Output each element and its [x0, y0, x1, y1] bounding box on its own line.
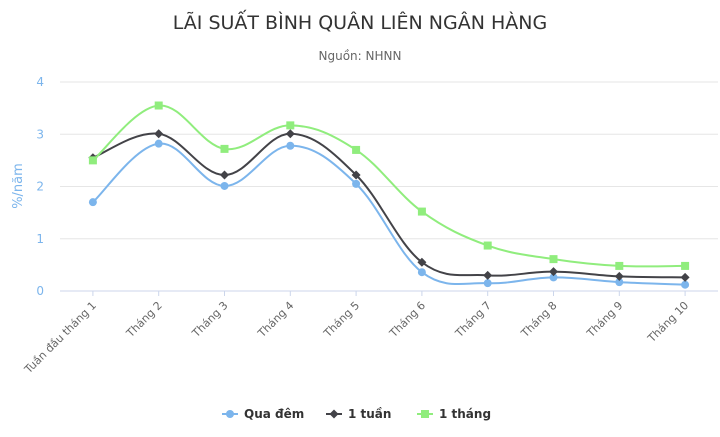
x-tick-label: Tháng 8 — [518, 299, 560, 341]
y-axis-label: %/năm — [11, 163, 26, 209]
data-point[interactable] — [680, 272, 690, 282]
data-point[interactable] — [483, 279, 492, 288]
data-point[interactable] — [286, 121, 295, 130]
y-axis-ticks: 0 1 2 3 4 — [36, 75, 44, 298]
data-point[interactable] — [483, 270, 493, 280]
data-point[interactable] — [286, 141, 295, 150]
data-point[interactable] — [154, 139, 163, 148]
data-point[interactable] — [549, 267, 558, 277]
legend-item[interactable]: Qua đêm — [222, 407, 304, 421]
data-point[interactable] — [154, 129, 164, 139]
y-tick-label: 0 — [36, 284, 44, 298]
data-point[interactable] — [154, 101, 163, 110]
data-point[interactable] — [417, 257, 427, 267]
data-point[interactable] — [220, 181, 229, 190]
x-tick-label: Tháng 9 — [584, 299, 626, 341]
data-point[interactable] — [352, 179, 361, 188]
y-tick-label: 2 — [36, 180, 44, 194]
x-axis-ticks: Tuần đầu tháng 1 Tháng 2 Tháng 3 Tháng 4 Thá… — [21, 291, 691, 377]
x-tick-label: Tháng 3 — [189, 299, 231, 341]
x-tick-label: Tuần đầu tháng 1 — [21, 299, 99, 377]
legend-marker[interactable] — [226, 410, 234, 418]
series-layer — [88, 101, 690, 289]
data-point[interactable] — [681, 261, 690, 270]
data-point[interactable] — [615, 278, 624, 287]
x-tick-label: Tháng 10 — [645, 299, 692, 346]
legend-label: Qua đêm — [244, 407, 304, 421]
chart-title: LÃI SUẤT BÌNH QUÂN LIÊN NGÂN HÀNG — [173, 9, 547, 34]
legend-item[interactable]: 1 tuần — [326, 407, 391, 421]
data-point[interactable] — [549, 255, 558, 264]
data-point[interactable] — [483, 241, 492, 250]
series-1 — [88, 139, 690, 289]
chart-subtitle: Nguồn: NHNN — [319, 49, 402, 63]
legend-marker[interactable] — [329, 409, 339, 419]
data-point[interactable] — [285, 129, 295, 139]
data-point[interactable] — [614, 271, 624, 281]
x-tick-label: Tháng 7 — [452, 299, 494, 341]
series-line[interactable] — [92, 104, 686, 268]
y-tick-label: 4 — [36, 75, 44, 89]
data-point[interactable] — [351, 170, 361, 180]
series-line[interactable] — [92, 142, 686, 286]
data-point[interactable] — [417, 268, 426, 277]
data-point[interactable] — [549, 273, 558, 282]
data-point[interactable] — [352, 145, 361, 154]
grid-layer — [60, 81, 718, 292]
legend-label: 1 tuần — [348, 407, 391, 421]
legend-label: 1 tháng — [439, 407, 491, 421]
y-tick-label: 1 — [36, 232, 44, 246]
x-tick-label: Tháng 6 — [386, 299, 428, 341]
x-tick-label: Tháng 5 — [321, 299, 363, 341]
data-point[interactable] — [615, 261, 624, 270]
legend-item[interactable]: 1 tháng — [417, 407, 491, 421]
data-point[interactable] — [220, 170, 229, 180]
data-point[interactable] — [220, 144, 229, 153]
data-point[interactable] — [88, 198, 97, 207]
legend-marker[interactable] — [421, 410, 429, 418]
series-3 — [88, 101, 690, 270]
data-point[interactable] — [681, 280, 690, 289]
legend: Qua đêm 1 tuần 1 tháng — [222, 407, 491, 421]
data-point[interactable] — [88, 156, 97, 165]
x-tick-label: Tháng 4 — [255, 299, 297, 341]
x-tick-label: Tháng 2 — [123, 299, 165, 341]
data-point[interactable] — [417, 207, 426, 216]
y-tick-label: 3 — [36, 127, 44, 141]
series-line[interactable] — [92, 132, 686, 279]
